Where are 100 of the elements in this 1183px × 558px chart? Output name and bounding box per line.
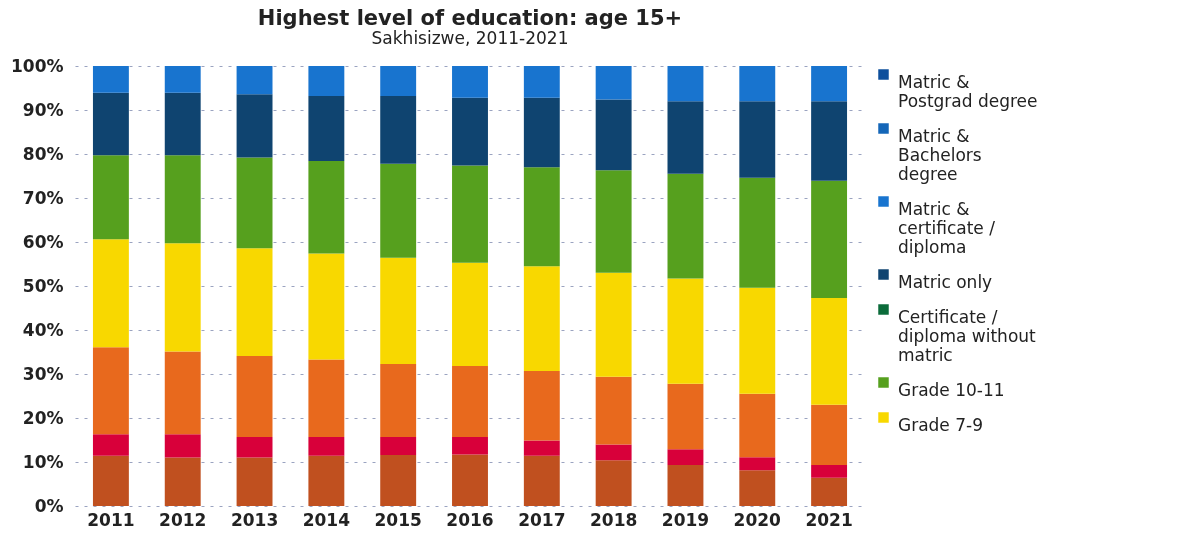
bar xyxy=(92,455,129,506)
y-tick-label: 90% xyxy=(22,99,64,120)
y-tick-label: 70% xyxy=(22,187,64,208)
y-tick-label: 0% xyxy=(34,495,64,516)
bar xyxy=(667,173,704,279)
bar xyxy=(380,436,417,455)
bar xyxy=(523,97,560,168)
bar xyxy=(92,347,129,435)
bar xyxy=(523,266,560,371)
bar xyxy=(452,66,488,98)
legend-label: Grade 10-11 xyxy=(898,379,1005,400)
bar xyxy=(739,393,776,458)
bar xyxy=(739,101,776,178)
bar xyxy=(523,66,560,98)
x-tick-label: 2021 xyxy=(805,509,853,530)
bar xyxy=(811,297,848,405)
bar xyxy=(452,366,488,437)
bar xyxy=(308,359,345,437)
y-tick-label: 60% xyxy=(22,231,64,252)
bar xyxy=(452,165,488,263)
bar xyxy=(92,155,129,240)
bar xyxy=(380,163,417,258)
bar xyxy=(452,97,488,166)
bar xyxy=(164,92,201,156)
bar xyxy=(523,455,560,506)
bar xyxy=(164,434,201,458)
bar xyxy=(739,177,776,288)
bar xyxy=(811,180,848,298)
bar xyxy=(452,436,488,455)
bar xyxy=(811,66,848,102)
bar xyxy=(667,383,704,450)
bar xyxy=(308,66,345,96)
bar xyxy=(92,66,129,93)
bar xyxy=(92,239,129,348)
bar xyxy=(739,470,776,506)
bar xyxy=(164,457,201,506)
x-tick-label: 2017 xyxy=(518,509,566,530)
bar xyxy=(308,436,345,456)
bar xyxy=(308,455,345,506)
bar xyxy=(595,460,632,506)
bar xyxy=(164,351,201,435)
legend-label: Matric only xyxy=(898,271,993,292)
legend-label: Matric & Bachelors degree xyxy=(898,125,982,184)
bar xyxy=(236,436,273,458)
bar xyxy=(236,248,273,356)
bar xyxy=(595,170,632,273)
bar xyxy=(667,66,704,102)
bar xyxy=(811,465,848,478)
y-tick-label: 80% xyxy=(22,143,64,164)
chart-title: Highest level of education: age 15+ xyxy=(257,6,683,30)
bar xyxy=(595,444,632,461)
bar xyxy=(380,66,417,96)
bar xyxy=(811,101,848,181)
bar xyxy=(452,454,488,506)
x-tick-label: 2020 xyxy=(733,509,782,530)
bar xyxy=(308,253,345,360)
bar xyxy=(595,99,632,171)
bar xyxy=(164,66,201,93)
x-tick-label: 2019 xyxy=(661,509,710,530)
bar xyxy=(380,363,417,437)
bar xyxy=(308,161,345,254)
bar xyxy=(164,243,201,352)
bar xyxy=(380,257,417,364)
bar xyxy=(595,272,632,377)
bar xyxy=(667,101,704,174)
x-tick-label: 2018 xyxy=(589,509,638,530)
bar xyxy=(739,457,776,471)
bar xyxy=(236,157,273,249)
bar xyxy=(236,355,273,437)
x-tick-label: 2014 xyxy=(302,509,351,530)
y-tick-label: 40% xyxy=(22,319,64,340)
bar xyxy=(811,477,848,506)
bar xyxy=(92,434,129,456)
bar xyxy=(523,167,560,267)
y-tick-label: 30% xyxy=(22,363,64,384)
legend-label: Matric & certificate / diploma xyxy=(898,198,996,257)
bar xyxy=(523,440,560,456)
bar xyxy=(380,95,417,164)
bar xyxy=(308,95,345,162)
x-tick-label: 2015 xyxy=(374,509,422,530)
x-tick-label: 2013 xyxy=(230,509,279,530)
bar xyxy=(452,262,488,367)
x-tick-label: 2012 xyxy=(159,509,207,530)
bar xyxy=(667,465,704,506)
legend-label: Matric & Postgrad degree xyxy=(898,71,1038,111)
bar xyxy=(236,457,273,506)
bar xyxy=(164,155,201,244)
chart-subtitle: Sakhisizwe, 2011-2021 xyxy=(371,28,569,48)
x-tick-label: 2011 xyxy=(87,509,135,530)
bar xyxy=(595,376,632,445)
bar xyxy=(739,66,776,102)
bar xyxy=(595,66,632,100)
legend-label: Certificate / diploma without matric xyxy=(898,306,1037,365)
y-tick-label: 100% xyxy=(10,55,64,76)
bar xyxy=(739,287,776,394)
y-tick-label: 20% xyxy=(22,407,64,428)
bar xyxy=(667,449,704,466)
x-tick-label: 2016 xyxy=(446,509,494,530)
bar xyxy=(811,404,848,466)
bar xyxy=(236,66,273,95)
